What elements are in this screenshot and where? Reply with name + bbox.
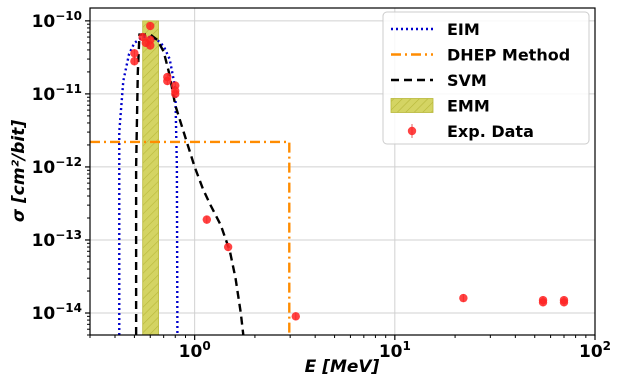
data-point (291, 312, 300, 321)
data-point (538, 298, 548, 307)
y-tick-label-0: 10−14 (32, 301, 82, 324)
legend-swatch-3 (390, 98, 434, 113)
x-axis-label: E [MeV] (305, 357, 380, 377)
y-axis-label: σ [cm²/bit] (9, 120, 29, 222)
legend-label-1: DHEP Method (447, 46, 570, 65)
legend-label-0: EIM (447, 20, 480, 39)
legend-swatch-4 (407, 126, 417, 136)
y-tick-label-4: 10−10 (32, 9, 82, 32)
legend-label-3: EMM (447, 97, 490, 116)
data-point (130, 57, 139, 66)
legend-label-4: Exp. Data (447, 122, 534, 141)
emm-band (142, 20, 159, 335)
series-line-svm (134, 33, 245, 335)
data-point (146, 41, 155, 50)
data-point (163, 76, 172, 86)
data-point (459, 293, 468, 303)
y-tick-label-1: 10−13 (32, 228, 82, 251)
legend-label-2: SVM (447, 71, 487, 90)
legend: EIM DHEP Method SVM EMM Exp. Data (382, 11, 590, 145)
data-point (559, 298, 569, 307)
data-point (202, 215, 212, 224)
axes (89, 7, 596, 336)
x-tick-label-1: 101 (379, 339, 411, 362)
ticks: 100 101 102 10−14 10−13 10−12 10−11 10−10 (32, 9, 611, 362)
y-tick-label-3: 10−11 (32, 82, 82, 105)
plot-area (90, 20, 569, 335)
series-line-dhep-method (90, 140, 291, 335)
y-tick-label-2: 10−12 (32, 155, 82, 178)
legend-box (382, 11, 590, 145)
data-point (223, 242, 233, 252)
plot-frame (89, 7, 596, 336)
x-tick-label-0: 100 (179, 339, 211, 362)
data-point (130, 49, 139, 58)
x-tick-label-2: 102 (579, 339, 611, 362)
data-point (171, 89, 180, 99)
data-point (146, 21, 155, 31)
